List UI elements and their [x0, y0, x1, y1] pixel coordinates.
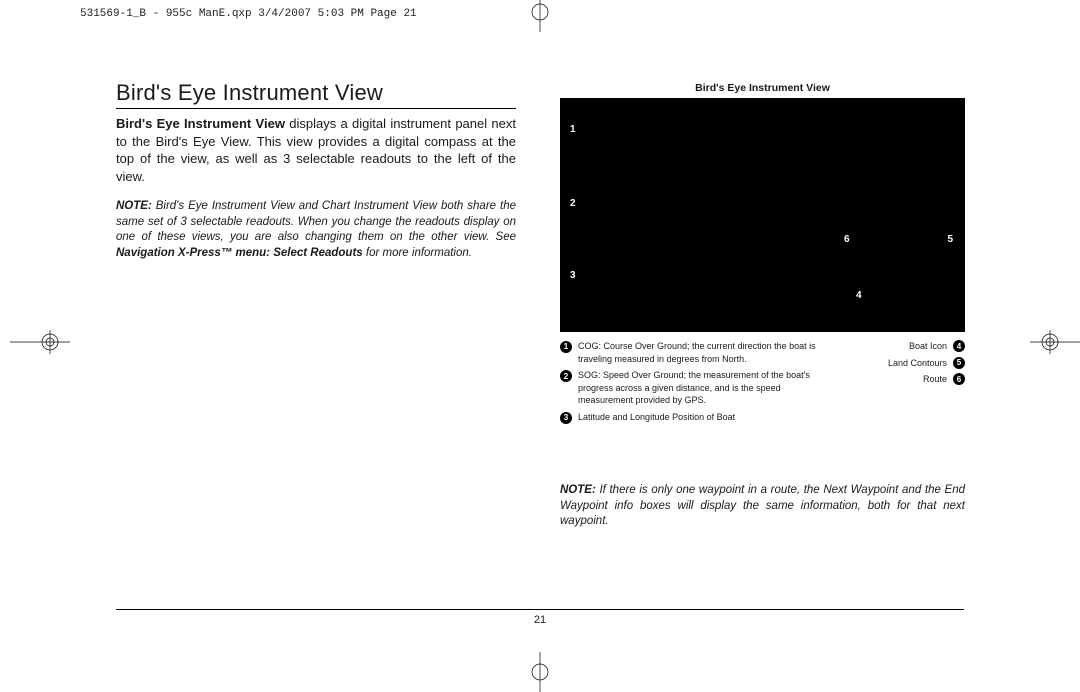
legend-num-icon: 1 [560, 341, 572, 353]
legend-text: SOG: Speed Over Ground; the measurement … [578, 369, 820, 407]
note-label: NOTE: [116, 200, 152, 212]
fig-callout-1: 1 [570, 124, 576, 135]
legend-text: Route [923, 373, 947, 386]
note-left: NOTE: Bird's Eye Instrument View and Cha… [116, 199, 516, 261]
crop-mark-top [520, 0, 560, 32]
fig-callout-3: 3 [570, 270, 576, 281]
legend-num-icon: 5 [953, 357, 965, 369]
legend-text: Boat Icon [909, 340, 947, 353]
legend-text: COG: Course Over Ground; the current dir… [578, 340, 820, 365]
legend-item: Land Contours 5 [845, 357, 965, 370]
page-frame: Bird's Eye Instrument View Bird's Eye In… [80, 40, 1000, 644]
legend-item: 1 COG: Course Over Ground; the current d… [560, 340, 820, 365]
bottom-rule [116, 609, 964, 610]
body-paragraph: Bird's Eye Instrument View displays a di… [116, 115, 516, 185]
legend-item: Route 6 [845, 373, 965, 386]
note-right-label: NOTE: [560, 484, 596, 496]
page-number: 21 [80, 614, 1000, 626]
legend-item: 3 Latitude and Longitude Position of Boa… [560, 411, 820, 424]
figure-caption: Bird's Eye Instrument View [560, 82, 965, 94]
body-bold: Bird's Eye Instrument View [116, 116, 285, 131]
crop-mark-right [1030, 322, 1070, 362]
legend: 1 COG: Course Over Ground; the current d… [560, 340, 965, 428]
fig-callout-5: 5 [947, 234, 953, 245]
note-right: NOTE: If there is only one waypoint in a… [560, 483, 965, 530]
note-left-tail: for more information. [363, 247, 472, 259]
note-left-bold2: Navigation X-Press™ menu: Select Readout… [116, 247, 363, 259]
legend-text: Land Contours [888, 357, 947, 370]
legend-item: Boat Icon 4 [845, 340, 965, 353]
note-right-text: If there is only one waypoint in a route… [560, 484, 965, 527]
legend-num-icon: 6 [953, 373, 965, 385]
note-left-text: Bird's Eye Instrument View and Chart Ins… [116, 200, 516, 243]
fig-callout-6: 6 [844, 234, 850, 245]
right-column: Bird's Eye Instrument View 1 2 3 4 5 6 1… [560, 82, 965, 428]
figure-box: 1 2 3 4 5 6 [560, 98, 965, 332]
legend-num-icon: 2 [560, 370, 572, 382]
header-slug: 531569-1_B - 955c ManE.qxp 3/4/2007 5:03… [80, 8, 417, 20]
legend-left: 1 COG: Course Over Ground; the current d… [560, 340, 820, 428]
legend-num-icon: 4 [953, 340, 965, 352]
legend-text: Latitude and Longitude Position of Boat [578, 411, 735, 424]
legend-item: 2 SOG: Speed Over Ground; the measuremen… [560, 369, 820, 407]
fig-callout-2: 2 [570, 198, 576, 209]
page-title: Bird's Eye Instrument View [116, 80, 516, 109]
left-column: Bird's Eye Instrument View Bird's Eye In… [116, 80, 516, 261]
crop-mark-left [10, 322, 50, 362]
fig-callout-4: 4 [856, 290, 862, 301]
legend-num-icon: 3 [560, 412, 572, 424]
crop-mark-bottom [520, 652, 560, 692]
legend-right: Boat Icon 4 Land Contours 5 Route 6 [845, 340, 965, 428]
